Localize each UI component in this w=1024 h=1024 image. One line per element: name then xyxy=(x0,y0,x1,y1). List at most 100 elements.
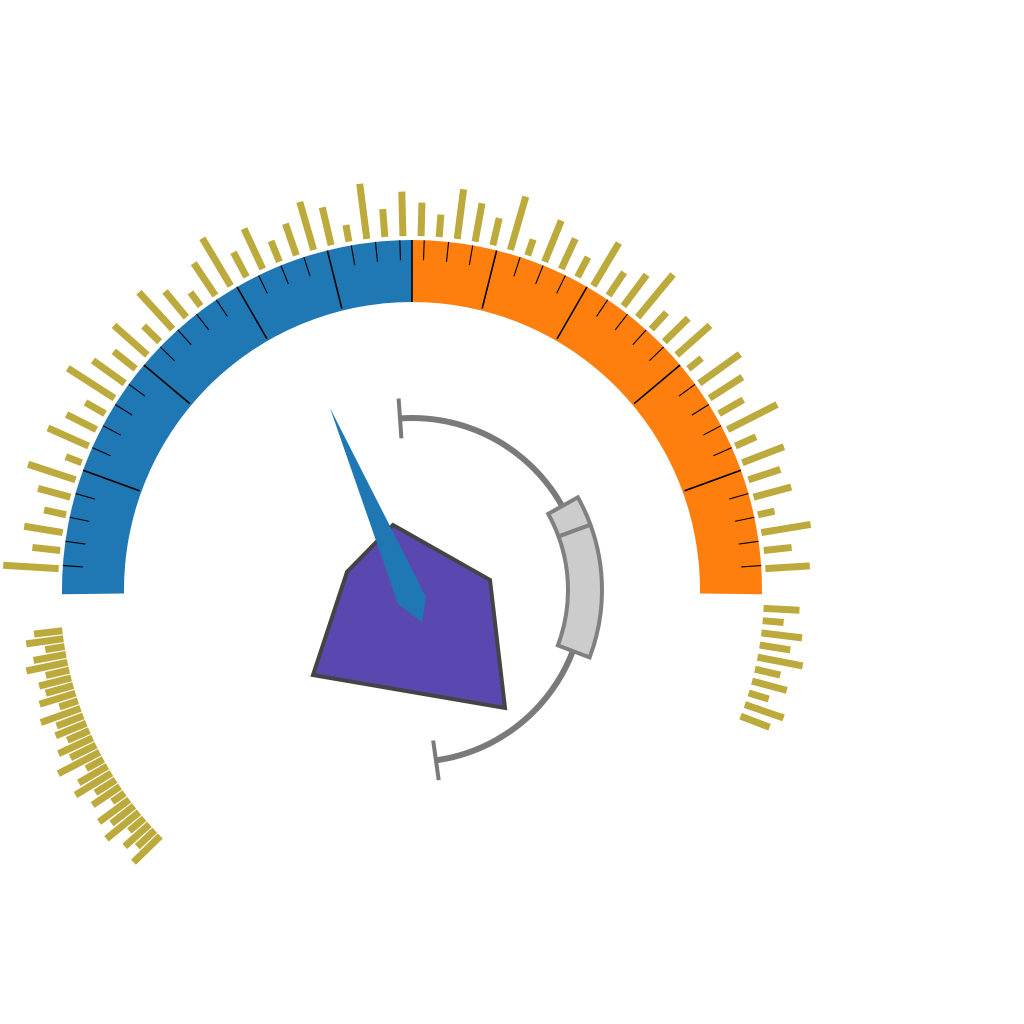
spike-outer xyxy=(136,289,176,332)
spike-outer xyxy=(83,399,107,417)
minor-tick xyxy=(62,565,83,568)
spike-outer xyxy=(267,239,283,264)
major-tick xyxy=(556,286,588,340)
minor-tick xyxy=(159,346,175,362)
spike-outer xyxy=(26,460,77,484)
spike-lower-left xyxy=(109,803,137,827)
minor-tick xyxy=(399,240,402,261)
gauge-ticks xyxy=(62,240,762,568)
spike-outer xyxy=(605,270,628,298)
spike-outer xyxy=(31,543,61,555)
spike-outer xyxy=(717,396,746,417)
spike-outer xyxy=(453,188,468,240)
spike-right-tail xyxy=(756,653,804,670)
spike-outer xyxy=(111,348,138,372)
minor-tick xyxy=(69,516,90,522)
spike-lower-left xyxy=(97,796,132,825)
spike-outer xyxy=(342,224,353,243)
center-polygon xyxy=(310,522,508,711)
spike-outer xyxy=(507,195,530,251)
spike-outer xyxy=(524,238,537,257)
minor-tick xyxy=(632,329,647,346)
spike-outer xyxy=(240,227,266,271)
spike-outer xyxy=(620,272,650,309)
spike-outer xyxy=(64,453,83,467)
spike-right-tail xyxy=(762,617,784,626)
spike-outer xyxy=(757,507,776,519)
minor-tick xyxy=(350,245,356,266)
spike-right-tail xyxy=(739,712,771,731)
spike-lower-left xyxy=(68,741,98,761)
spike-outer xyxy=(760,521,812,537)
spike-outer xyxy=(199,236,234,288)
spike-outer xyxy=(379,208,389,238)
spike-outer xyxy=(733,433,758,450)
minor-tick xyxy=(535,265,544,285)
spike-outer xyxy=(661,315,691,345)
spike-outer xyxy=(590,241,622,288)
spike-outer xyxy=(648,310,670,332)
spike-outer xyxy=(187,290,204,309)
spike-outer xyxy=(541,219,565,264)
spike-lower-left xyxy=(44,682,75,697)
minor-tick xyxy=(374,241,379,262)
spike-outer xyxy=(43,506,67,519)
minor-tick xyxy=(114,404,133,416)
spike-outer xyxy=(190,261,219,298)
spike-right-tail xyxy=(759,641,791,654)
spike-outer xyxy=(674,322,713,358)
spike-lower-left xyxy=(127,815,147,834)
spike-outer xyxy=(765,562,810,573)
spike-outer xyxy=(296,200,317,251)
spike-outer xyxy=(634,272,676,320)
minor-tick xyxy=(734,516,755,522)
major-tick xyxy=(684,469,742,492)
minor-tick xyxy=(177,329,192,346)
minor-tick xyxy=(75,492,95,500)
inner-arc-end-cap xyxy=(431,740,441,781)
spike-right-tail xyxy=(754,665,782,679)
spike-outer xyxy=(230,250,250,279)
inner-range-box-lower xyxy=(555,522,604,661)
spike-lower-left xyxy=(93,776,118,796)
spike-lower-left xyxy=(45,666,71,679)
spike-lower-left xyxy=(39,705,82,726)
major-tick xyxy=(326,250,343,309)
inner-range-arc xyxy=(396,398,604,781)
minor-tick xyxy=(556,275,566,294)
spike-lower-left xyxy=(90,783,122,808)
major-tick xyxy=(633,364,681,405)
spike-outer xyxy=(707,374,745,402)
spike-lower-left xyxy=(56,749,102,777)
minor-tick xyxy=(65,540,86,545)
spike-outer xyxy=(90,357,127,387)
gauge-band xyxy=(61,240,762,595)
spike-lower-left xyxy=(55,712,85,730)
spike-lower-left xyxy=(33,627,63,638)
spike-outer xyxy=(697,351,742,387)
spike-lower-left xyxy=(122,821,152,849)
spike-lower-left xyxy=(134,827,158,850)
spike-outer xyxy=(318,206,335,247)
spike-outer xyxy=(141,323,163,345)
center-polygon-shape xyxy=(310,522,508,711)
spike-lower-left xyxy=(44,643,66,654)
spike-outer xyxy=(726,401,779,433)
spike-outer xyxy=(398,191,407,237)
minor-tick xyxy=(741,565,762,568)
minor-tick xyxy=(713,447,732,457)
spike-outer xyxy=(282,222,300,257)
spike-outer xyxy=(435,214,445,238)
spike-outer xyxy=(162,289,190,320)
spike-lower-left xyxy=(32,651,67,664)
minor-tick xyxy=(649,346,665,362)
spike-outer xyxy=(489,217,503,247)
spike-right-tail xyxy=(743,701,785,722)
minor-tick xyxy=(468,245,474,266)
major-tick xyxy=(143,364,191,405)
spike-right-tail xyxy=(751,677,788,694)
minor-tick xyxy=(422,240,425,261)
spike-outer xyxy=(686,355,704,372)
